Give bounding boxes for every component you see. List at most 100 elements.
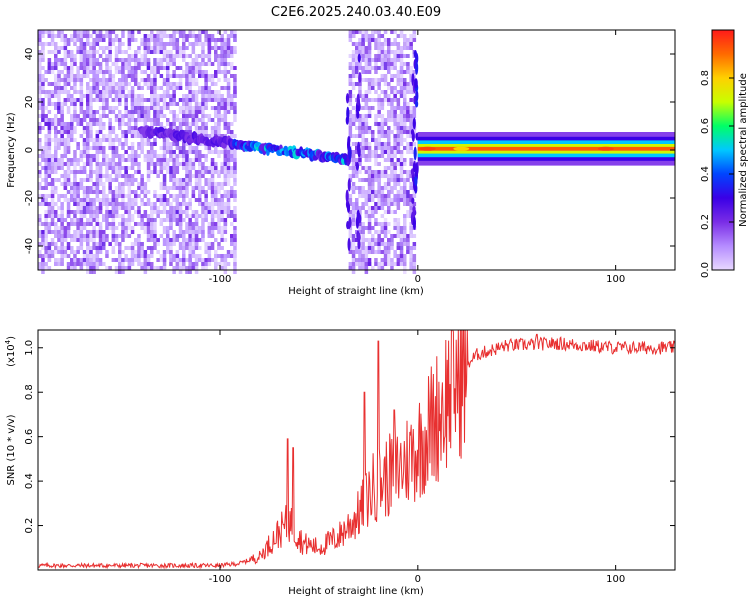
spectrogram-cell xyxy=(82,214,87,218)
spectrogram-cell xyxy=(44,218,48,222)
spectrogram-cell xyxy=(204,154,208,158)
spectrogram-cell xyxy=(47,42,52,46)
spectrogram-cell xyxy=(383,194,388,198)
spectrogram-cell xyxy=(86,114,90,118)
spectrogram-cell xyxy=(198,230,202,234)
spectrogram-cell xyxy=(393,234,397,238)
spectrogram-cell xyxy=(162,42,167,46)
spectrogram-cell xyxy=(121,42,125,46)
spectrogram-cell xyxy=(95,222,100,226)
spectrogram-cell xyxy=(54,190,58,194)
spectrogram-cell xyxy=(380,102,385,106)
spectrogram-cell xyxy=(230,106,234,110)
spectrogram-cell xyxy=(364,46,369,54)
spectrogram-cell xyxy=(156,66,160,74)
spectrogram-cell xyxy=(70,70,74,74)
spectrogram-cell xyxy=(41,74,45,82)
spectrogram-cell xyxy=(153,266,157,270)
spectrogram-cell xyxy=(102,218,106,222)
spectrogram-cell xyxy=(102,78,106,82)
spectrogram-cell xyxy=(159,74,164,78)
spectrogram-cell xyxy=(114,194,119,198)
spectrogram-cell xyxy=(156,158,160,162)
spectrogram-cell xyxy=(98,174,103,178)
spectrogram-cell xyxy=(188,110,192,114)
spectrogram-cell xyxy=(70,50,74,58)
spectrogram-cell xyxy=(191,222,196,230)
spectrogram-cell xyxy=(153,150,157,154)
spectrogram-cell xyxy=(124,134,128,138)
spectrogram-cell xyxy=(393,86,397,90)
spectrogram-cell xyxy=(134,250,138,254)
spectrogram-cell xyxy=(111,126,116,130)
spectrogram-cell xyxy=(223,222,228,226)
spectrogram-cell xyxy=(66,174,71,178)
spectrogram-cell xyxy=(204,246,208,250)
spectrogram-cell xyxy=(230,54,234,58)
spectrogram-cell xyxy=(358,250,362,254)
spectrogram-cell xyxy=(127,110,132,114)
spectrogram-cell xyxy=(188,78,192,82)
spectrogram-cell xyxy=(137,210,141,214)
spectrogram-cell xyxy=(201,170,205,174)
spectrogram-cell xyxy=(172,46,176,50)
spectrogram-cell xyxy=(124,258,128,262)
spectrogram-cell xyxy=(44,94,48,98)
spectrogram-cell xyxy=(98,38,103,42)
spectrogram-cell xyxy=(374,222,378,226)
spectrogram-cell xyxy=(70,94,74,98)
spectrogram-cell xyxy=(380,186,385,190)
spectrogram-cell xyxy=(50,194,55,198)
spectrogram-cell xyxy=(130,142,135,146)
spectrogram-cell xyxy=(406,170,410,174)
spectrogram-cell xyxy=(60,242,64,246)
spectrogram-cell xyxy=(169,62,173,66)
spectrogram-cell xyxy=(387,202,391,206)
spectrogram-cell xyxy=(79,106,84,110)
spectrogram-cell xyxy=(89,234,93,242)
spectrogram-cell xyxy=(214,238,218,242)
spectrogram-cell xyxy=(127,206,132,210)
spectrogram-cell xyxy=(182,246,186,254)
spectrogram-cell xyxy=(364,246,369,250)
spectrogram-cell xyxy=(44,106,48,110)
spectrogram-cell xyxy=(60,142,64,146)
spectrogram-cell xyxy=(76,118,80,122)
spectrogram-cell xyxy=(364,126,369,134)
spectrogram-cell xyxy=(54,94,58,98)
spectrogram-cell xyxy=(348,94,353,98)
spectrogram-cell xyxy=(73,202,77,206)
spectrogram-cell xyxy=(79,158,84,162)
spectrogram-cell xyxy=(73,54,77,58)
spectrogram-cell xyxy=(150,226,154,230)
spectrogram-cell xyxy=(230,234,234,238)
spectrogram-cell xyxy=(207,58,212,62)
spectrogram-cell xyxy=(162,34,167,38)
spectrogram-cell xyxy=(140,202,144,206)
spectrogram-cell xyxy=(79,262,84,266)
spectrogram-cell xyxy=(82,234,87,238)
spectrogram-cell xyxy=(371,174,375,178)
spectrogram-cell xyxy=(380,34,385,38)
spectrogram-cell xyxy=(191,214,196,218)
spectrogram-cell xyxy=(118,122,122,126)
spectrogram-cell xyxy=(82,202,87,206)
spectrogram-cell xyxy=(217,90,221,94)
spectrogram-cell xyxy=(108,266,112,270)
y-tick-label: -20 xyxy=(24,190,35,206)
spectrogram-cell xyxy=(57,234,61,238)
spectrogram-cell xyxy=(223,126,228,130)
spectrogram-cell xyxy=(361,138,365,142)
spectrogram-cell xyxy=(406,82,410,86)
spectrogram-cell xyxy=(172,54,176,58)
spectrogram-cell xyxy=(102,146,106,154)
spectrogram-cell xyxy=(82,126,87,130)
spectrogram-cell xyxy=(140,198,144,202)
spectrogram-cell xyxy=(399,138,404,146)
spectrogram-cell xyxy=(207,186,212,190)
x-tick-label: -100 xyxy=(209,274,232,285)
spectrogram-cell xyxy=(86,254,90,258)
spectrogram-cell xyxy=(178,106,183,114)
spectrogram-cell xyxy=(150,78,154,82)
spectrogram-cell xyxy=(108,86,112,90)
